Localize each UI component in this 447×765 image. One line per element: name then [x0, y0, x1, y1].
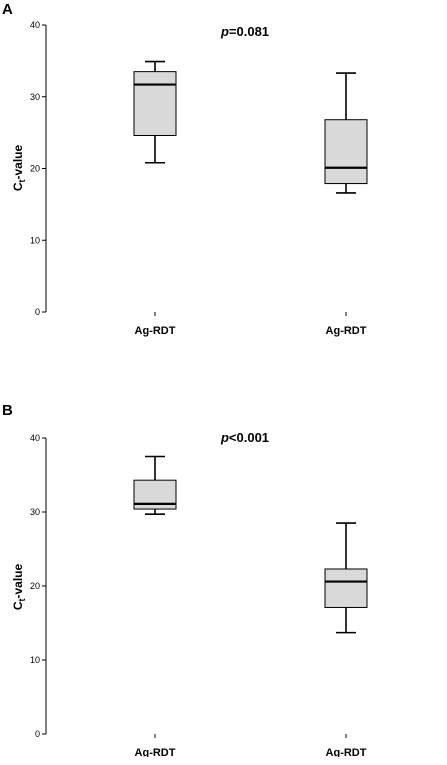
box-group-1: [133, 455, 177, 516]
y-tick-label: 10: [30, 655, 40, 665]
x-categories-a: Ag-RDT Ag-RDT: [135, 312, 367, 337]
y-tick-label: 40: [30, 433, 40, 443]
y-tick-label: 30: [30, 92, 40, 102]
p-value-symbol-a: p: [220, 24, 229, 39]
y-axis-label-rest-a: -value: [11, 145, 25, 180]
x-category-label: Ag-RDT: [135, 747, 176, 757]
y-ticks-b: 0 10 20 30 40: [30, 433, 46, 739]
boxes-a: [133, 60, 368, 194]
p-value-symbol-b: p: [220, 430, 229, 445]
y-tick-label: 30: [30, 507, 40, 517]
boxes-b: [133, 455, 368, 634]
y-tick-label: 20: [30, 581, 40, 591]
x-category-label: Ag-RDT: [326, 747, 367, 757]
y-ticks-a: 0 10 20 30 40: [30, 20, 46, 317]
y-axis-label-sub-a: t: [17, 180, 27, 183]
y-axis-label-rest-b: -value: [11, 564, 25, 599]
p-value-annotation-b: p<0.001: [220, 430, 269, 445]
box-group-1: [133, 60, 177, 164]
box-group-2: [324, 72, 368, 194]
box-group-2: [324, 522, 368, 634]
y-axis-label-a: Ct-value: [11, 145, 27, 192]
y-tick-label: 40: [30, 20, 40, 30]
y-tick-label: 10: [30, 235, 40, 245]
x-categories-b: Ag-RDT Ag-RDT: [135, 734, 367, 757]
y-tick-label: 0: [35, 307, 40, 317]
panel-letter-a: A: [2, 1, 13, 18]
y-axis-label-sub-b: t: [17, 599, 27, 602]
chart-panel-a: A p=0.081 Ct-value 0 10 20 30 40 Ag-RDT Ag-RD…: [0, 0, 447, 360]
y-axis-label-main-b: C: [11, 601, 25, 610]
chart-panel-b: B p<0.001 Ct-value 0 10 20 30 40 Ag-RDT Ag-RD…: [0, 397, 447, 757]
x-category-label: Ag-RDT: [135, 325, 176, 337]
p-value-text-a: =0.081: [229, 24, 269, 39]
iqr-box: [324, 568, 368, 608]
y-tick-label: 0: [35, 729, 40, 739]
p-value-annotation-a: p=0.081: [220, 24, 269, 39]
x-category-label: Ag-RDT: [326, 325, 367, 337]
iqr-box: [133, 71, 177, 136]
y-axis-label-main-a: C: [11, 182, 25, 191]
y-axis-label-b: Ct-value: [11, 564, 27, 611]
panel-letter-b: B: [2, 402, 13, 419]
p-value-text-b: <0.001: [229, 430, 269, 445]
iqr-box: [324, 119, 368, 185]
y-tick-label: 20: [30, 164, 40, 174]
